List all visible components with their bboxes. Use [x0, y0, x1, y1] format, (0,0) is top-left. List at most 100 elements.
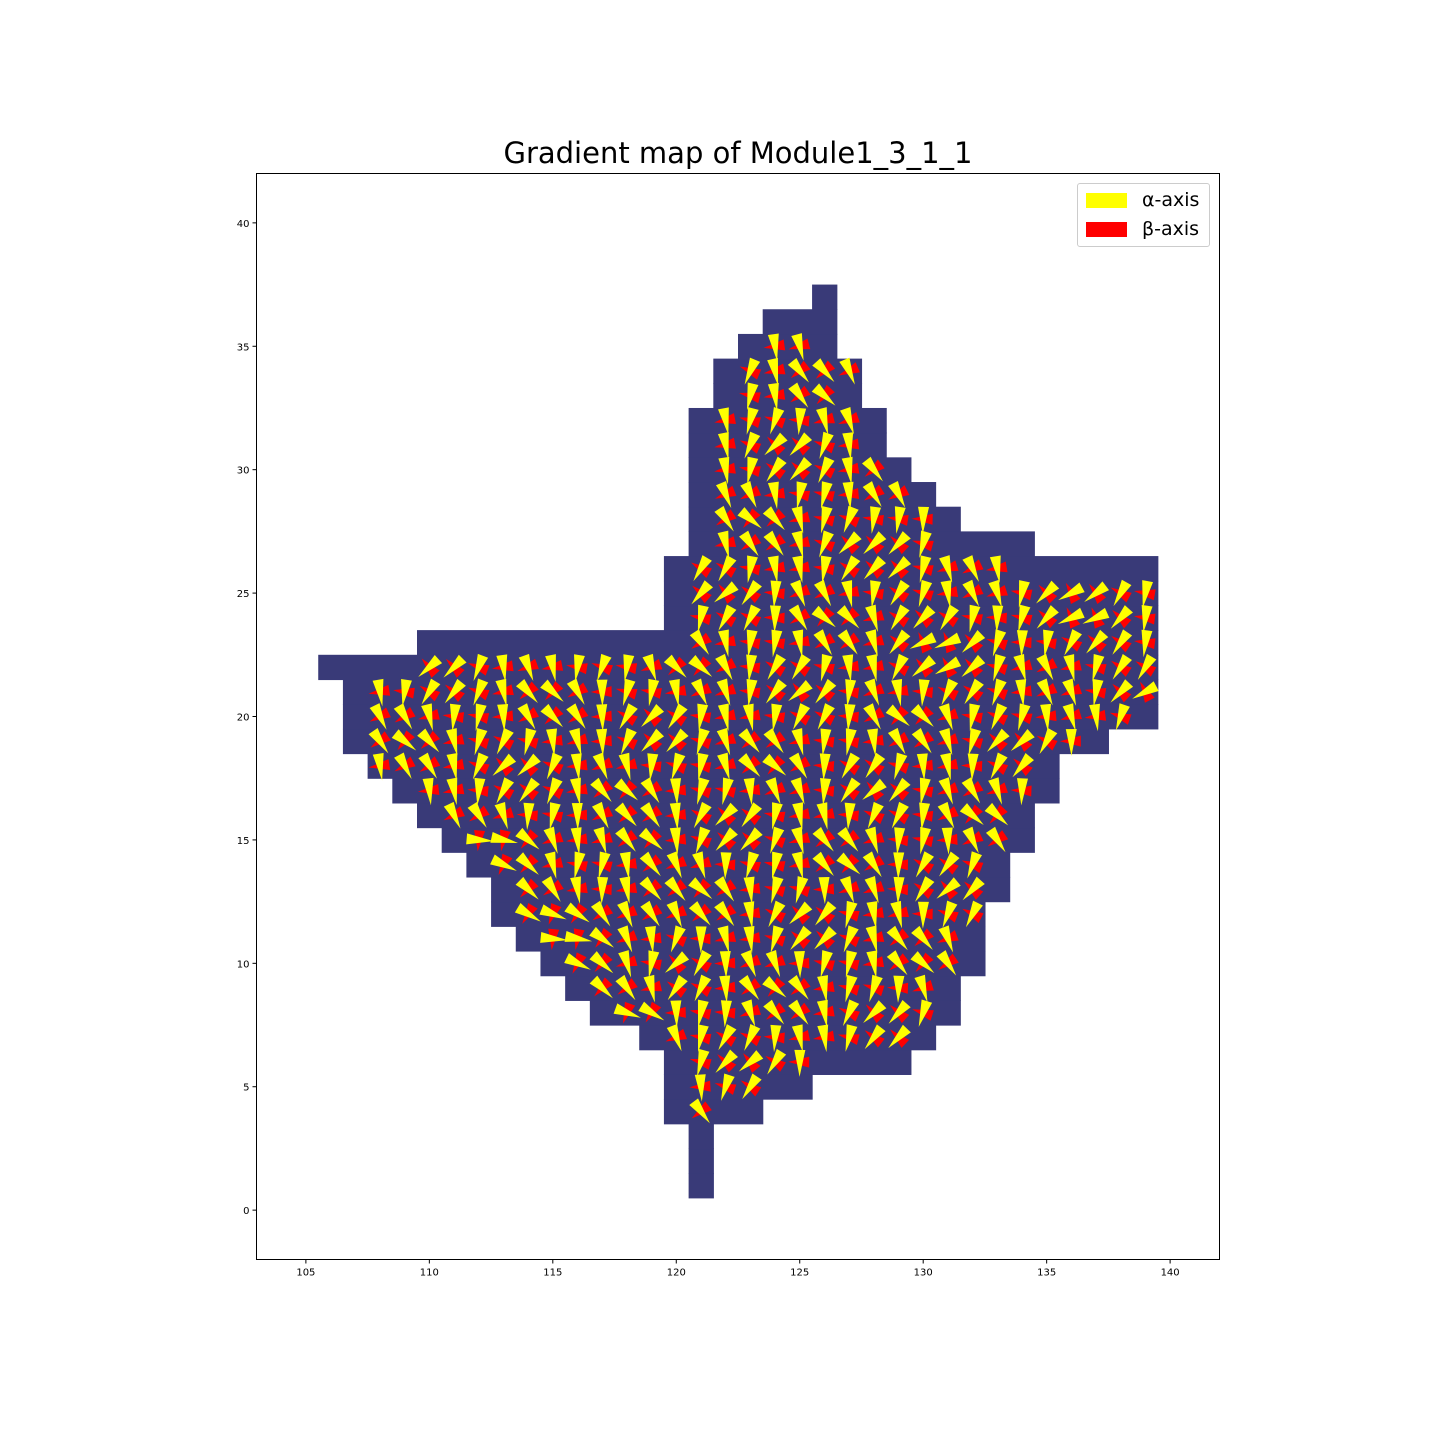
alpha-arrow [494, 801, 508, 830]
alpha-arrow [715, 481, 732, 509]
legend-item-beta: β-axis [1086, 217, 1199, 241]
alpha-arrow [836, 605, 860, 629]
alpha-arrow [474, 727, 488, 756]
alpha-arrow [870, 506, 881, 534]
alpha-arrow [647, 753, 659, 781]
alpha-arrow [844, 802, 856, 831]
alpha-arrow [1036, 678, 1053, 706]
alpha-arrow [989, 555, 1001, 584]
alpha-arrow [741, 802, 763, 828]
alpha-arrow [763, 530, 784, 556]
alpha-arrow [987, 728, 1010, 752]
alpha-arrow [765, 678, 787, 704]
alpha-arrow [819, 753, 831, 781]
alpha-arrow [591, 801, 609, 829]
alpha-arrow [1043, 629, 1054, 658]
alpha-arrow [820, 950, 833, 978]
region-row [663, 605, 1159, 631]
alpha-arrow [693, 950, 712, 977]
y-tick-label: 40 [237, 219, 250, 230]
alpha-arrow [992, 678, 1007, 706]
alpha-arrow [839, 357, 855, 385]
alpha-arrow [490, 832, 518, 843]
alpha-arrow [697, 752, 709, 781]
alpha-arrow [771, 703, 783, 732]
alpha-arrow [815, 901, 837, 926]
alpha-arrow [1092, 678, 1104, 707]
alpha-arrow [845, 950, 858, 978]
alpha-arrow [887, 727, 906, 755]
alpha-arrow [962, 876, 985, 901]
alpha-arrow [1084, 581, 1110, 603]
alpha-arrow [497, 704, 509, 732]
alpha-arrow [767, 333, 779, 361]
alpha-arrow [421, 703, 433, 731]
alpha-arrow [837, 629, 858, 655]
alpha-arrow [841, 752, 860, 779]
alpha-arrow [789, 901, 813, 925]
alpha-arrow [1058, 582, 1085, 601]
alpha-arrow [985, 826, 1006, 853]
alpha-arrow [961, 777, 981, 804]
alpha-arrow [841, 456, 853, 485]
alpha-arrow [772, 851, 783, 880]
alpha-arrow [891, 801, 909, 829]
alpha-arrow [940, 604, 959, 631]
alpha-arrow [688, 901, 711, 926]
alpha-arrow [623, 654, 635, 682]
alpha-arrow [496, 654, 508, 682]
alpha-arrow [1137, 653, 1157, 680]
alpha-arrow [648, 678, 660, 707]
alpha-arrow [664, 876, 686, 901]
alpha-arrow [540, 679, 564, 702]
alpha-arrow [739, 530, 759, 557]
alpha-arrow [841, 555, 861, 581]
alpha-arrow [596, 728, 608, 757]
alpha-arrow [643, 974, 655, 1003]
alpha-arrow [1141, 629, 1153, 658]
legend-label-beta: β-axis [1142, 218, 1200, 240]
alpha-arrow [547, 777, 563, 805]
alpha-arrow [861, 456, 883, 482]
alpha-arrow [743, 925, 755, 954]
alpha-arrow [862, 778, 887, 800]
alpha-arrow [964, 678, 984, 705]
region-row [762, 309, 838, 335]
legend-swatch-beta [1086, 221, 1127, 237]
alpha-arrow [717, 530, 730, 559]
alpha-arrow [695, 826, 711, 854]
alpha-arrow [714, 876, 735, 902]
alpha-arrow [919, 555, 932, 583]
alpha-arrow [541, 876, 561, 902]
alpha-arrow [546, 728, 558, 756]
alpha-arrow [845, 679, 857, 707]
alpha-arrow [737, 507, 762, 529]
alpha-arrow [743, 604, 761, 632]
alpha-arrow [467, 802, 487, 828]
alpha-arrow [992, 629, 1007, 657]
alpha-arrow [663, 654, 687, 678]
alpha-arrow [697, 1048, 710, 1077]
alpha-arrow [938, 777, 953, 805]
alpha-arrow [638, 1001, 665, 1021]
alpha-arrow [372, 678, 384, 707]
alpha-arrow [473, 678, 489, 706]
x-tick-label: 105 [296, 1268, 315, 1279]
alpha-arrow [845, 900, 858, 929]
alpha-arrow [564, 953, 591, 970]
alpha-arrow [791, 826, 804, 855]
alpha-arrow [597, 653, 612, 682]
alpha-arrow [614, 778, 638, 801]
region-row [713, 383, 863, 409]
alpha-arrow [1132, 681, 1159, 699]
alpha-arrow [418, 752, 437, 779]
alpha-arrow [767, 357, 779, 386]
alpha-arrow [668, 703, 688, 729]
gradient-arrows [368, 333, 1159, 1124]
alpha-arrow [670, 1000, 682, 1028]
alpha-arrow [596, 679, 608, 707]
x-tick-label: 140 [1161, 1268, 1180, 1279]
alpha-arrow [837, 826, 859, 852]
alpha-arrow [642, 653, 657, 682]
alpha-arrow [918, 579, 933, 608]
